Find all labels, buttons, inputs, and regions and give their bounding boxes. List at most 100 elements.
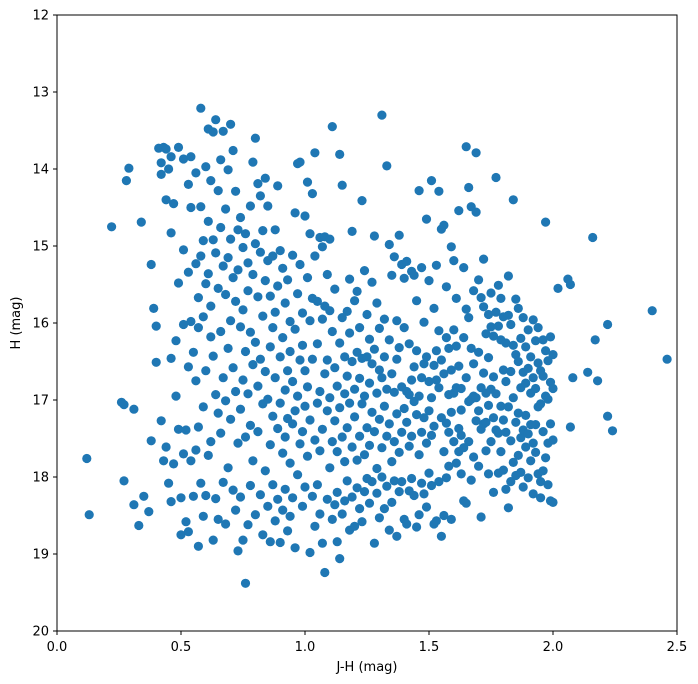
x-tick-label: 2.5	[667, 640, 688, 655]
data-point	[350, 412, 360, 422]
data-point	[523, 363, 533, 373]
data-point	[417, 478, 427, 488]
data-point	[536, 477, 546, 487]
data-point	[322, 406, 332, 416]
data-point	[280, 432, 290, 442]
data-point	[193, 541, 203, 551]
data-point	[146, 436, 156, 446]
data-point	[516, 333, 526, 343]
data-point	[221, 519, 231, 529]
data-point	[268, 323, 278, 333]
data-point	[372, 463, 382, 474]
data-point	[444, 427, 454, 437]
data-point	[461, 498, 471, 508]
data-point	[330, 363, 340, 373]
data-point	[516, 433, 526, 443]
data-point	[146, 259, 156, 270]
data-point	[486, 322, 496, 332]
data-point	[528, 438, 538, 448]
data-point	[216, 428, 226, 438]
data-point	[503, 402, 513, 412]
data-point	[506, 436, 516, 446]
data-point	[159, 456, 169, 466]
data-point	[221, 204, 231, 214]
data-point	[211, 390, 221, 400]
data-point	[384, 419, 394, 429]
data-point	[245, 327, 255, 337]
data-point	[444, 343, 454, 353]
data-point	[434, 383, 444, 393]
data-point	[149, 303, 159, 313]
data-point	[350, 384, 360, 394]
x-axis: 0.0 0.5 1.0 1.5 2.0 2.5	[47, 631, 688, 655]
data-point	[188, 491, 198, 501]
data-point	[332, 381, 342, 391]
data-point	[521, 378, 531, 388]
data-point	[300, 366, 310, 376]
data-point	[295, 355, 305, 365]
data-point	[317, 424, 327, 434]
data-point	[454, 361, 464, 371]
data-point	[285, 346, 295, 357]
data-point	[421, 502, 432, 512]
data-point	[235, 322, 246, 332]
data-point	[297, 427, 308, 437]
data-point	[193, 422, 203, 432]
data-point	[476, 293, 486, 303]
data-point	[208, 351, 218, 361]
data-point	[454, 423, 464, 434]
data-point	[474, 275, 484, 285]
data-point	[191, 259, 201, 269]
data-point	[327, 514, 337, 525]
data-point	[231, 386, 241, 397]
data-point	[235, 212, 246, 223]
data-point	[265, 342, 275, 352]
data-point	[248, 269, 258, 280]
data-point	[471, 207, 481, 217]
data-point	[446, 407, 456, 417]
y-tick-label: 14	[32, 163, 49, 178]
data-point	[476, 512, 486, 522]
data-point	[231, 505, 241, 515]
data-point	[481, 417, 491, 427]
data-point	[548, 497, 558, 507]
y-tick-label: 12	[32, 9, 49, 24]
data-point	[208, 535, 218, 545]
data-point	[412, 346, 422, 356]
x-tick-label: 0.5	[171, 640, 192, 655]
data-point	[419, 317, 429, 327]
data-point	[434, 477, 444, 487]
data-point	[218, 126, 228, 136]
data-point	[394, 487, 404, 497]
data-point	[469, 359, 479, 369]
data-point	[240, 346, 251, 357]
data-point	[377, 443, 387, 453]
data-point	[441, 282, 451, 292]
data-point	[253, 381, 263, 391]
data-point	[270, 225, 280, 235]
data-point	[382, 481, 392, 491]
data-point	[501, 427, 511, 437]
data-point	[193, 293, 203, 303]
data-point	[521, 442, 531, 452]
data-point	[330, 416, 340, 426]
data-point	[362, 309, 372, 320]
data-point	[362, 352, 372, 362]
data-point	[506, 477, 516, 487]
data-point	[491, 389, 501, 399]
data-point	[506, 366, 516, 377]
data-point	[607, 426, 618, 436]
data-point	[513, 303, 523, 313]
data-point	[434, 326, 444, 336]
data-point	[407, 473, 417, 484]
data-point	[506, 319, 516, 330]
data-point	[260, 466, 270, 476]
data-point	[379, 504, 389, 514]
data-point	[461, 304, 471, 314]
data-point	[483, 309, 494, 320]
data-point	[248, 456, 258, 466]
data-point	[156, 158, 166, 168]
data-point	[144, 507, 154, 517]
data-point	[526, 456, 536, 466]
data-point	[389, 387, 399, 397]
